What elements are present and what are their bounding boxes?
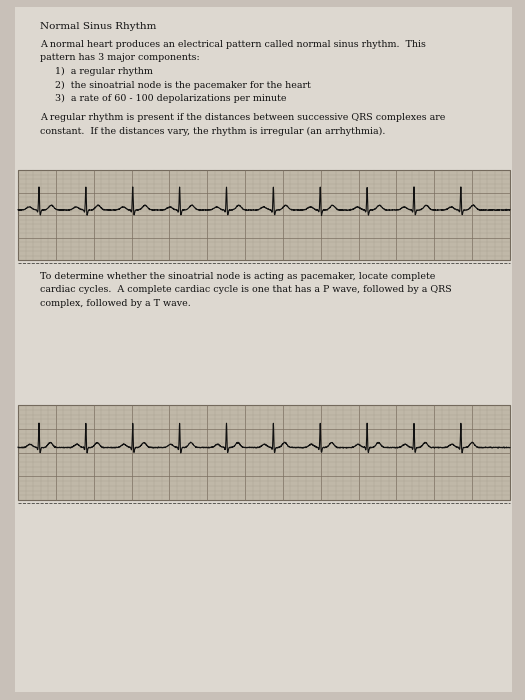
Text: complex, followed by a T wave.: complex, followed by a T wave. (40, 299, 191, 308)
Text: pattern has 3 major components:: pattern has 3 major components: (40, 53, 200, 62)
Text: A normal heart produces an electrical pattern called normal sinus rhythm.  This: A normal heart produces an electrical pa… (40, 40, 426, 49)
Text: 3)  a rate of 60 - 100 depolarizations per minute: 3) a rate of 60 - 100 depolarizations pe… (40, 94, 287, 103)
Text: 2)  the sinoatrial node is the pacemaker for the heart: 2) the sinoatrial node is the pacemaker … (40, 80, 311, 90)
Text: Normal Sinus Rhythm: Normal Sinus Rhythm (40, 22, 156, 31)
Bar (18, 170, 510, 260)
Text: cardiac cycles.  A complete cardiac cycle is one that has a P wave, followed by : cardiac cycles. A complete cardiac cycle… (40, 286, 452, 295)
Text: A regular rhythm is present if the distances between successive QRS complexes ar: A regular rhythm is present if the dista… (40, 113, 445, 122)
Text: 1)  a regular rhythm: 1) a regular rhythm (40, 67, 153, 76)
Bar (18, 405, 510, 500)
Text: To determine whether the sinoatrial node is acting as pacemaker, locate complete: To determine whether the sinoatrial node… (40, 272, 435, 281)
Text: constant.  If the distances vary, the rhythm is irregular (an arrhythmia).: constant. If the distances vary, the rhy… (40, 127, 385, 136)
